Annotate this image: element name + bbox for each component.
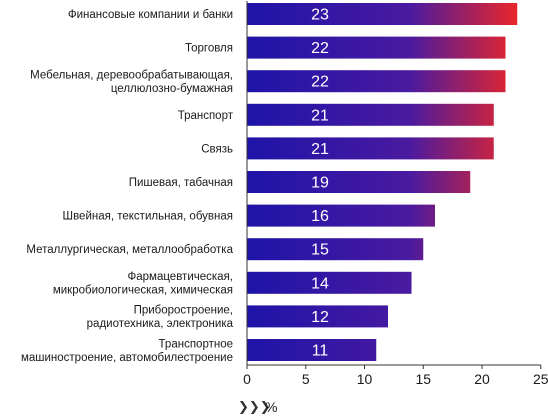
value-label-4: 21: [311, 107, 329, 124]
category-label-2: Торговля: [185, 43, 233, 55]
x-tick-label-15: 15: [415, 371, 431, 387]
category-label-10: Приборостроение, радиотехника, электроник…: [87, 305, 234, 331]
category-labels: Финансовые компании и банки Торговля Мебел…: [21, 9, 234, 364]
triple-chevron-right-icon: ❯❯❯: [238, 400, 271, 415]
value-label-5: 21: [311, 141, 329, 158]
x-tick-label-10: 10: [357, 371, 373, 387]
category-label-5: Связь: [201, 143, 233, 155]
value-label-8: 15: [311, 242, 329, 259]
bar-1: [247, 3, 518, 25]
bar-11: [247, 339, 377, 361]
x-axis: 0 5 10 15 20 25: [243, 1, 548, 387]
x-axis-label: %: [265, 399, 277, 415]
bar-8: [247, 238, 424, 261]
bar-4: [247, 103, 494, 126]
value-label-11: 11: [312, 343, 329, 360]
category-label-11: Транспортное машиностроение, автомобилест…: [21, 338, 233, 364]
category-label-3: Мебельная, деревообрабатывающая, целлюлоз…: [30, 69, 233, 95]
bar-6: [247, 171, 471, 193]
value-label-6: 19: [311, 175, 329, 192]
x-tick-label-5: 5: [302, 371, 310, 387]
bars-group: 23 22 22 21 21 19 16 15 14 12 11: [247, 3, 518, 361]
bar-9: [247, 271, 412, 294]
bar-7: [247, 204, 435, 227]
category-label-4: Транспорт: [178, 110, 234, 122]
bar-3: [247, 70, 506, 93]
x-tick-label-25: 25: [533, 371, 548, 387]
value-label-10: 12: [311, 309, 329, 326]
value-label-1: 23: [311, 7, 329, 24]
category-label-1: Финансовые компании и банки: [68, 9, 233, 21]
bar-10: [247, 305, 388, 328]
value-label-2: 22: [311, 40, 329, 57]
bar-2: [247, 36, 506, 59]
x-axis-unit: ❯❯❯%: [238, 399, 277, 415]
category-label-8: Металлургическая, металлообработка: [26, 244, 233, 256]
bar-5: [247, 137, 494, 160]
x-tick-label-0: 0: [243, 371, 251, 387]
value-label-9: 14: [311, 275, 329, 292]
value-label-3: 22: [311, 74, 329, 91]
category-label-6: Пишевая, табачная: [129, 177, 233, 189]
category-label-9: Фармацевтическая, микробиологическая, хим…: [53, 271, 233, 297]
x-tick-label-20: 20: [474, 371, 490, 387]
value-label-7: 16: [311, 208, 329, 225]
category-label-7: Швейная, текстильная, обувная: [63, 211, 233, 223]
